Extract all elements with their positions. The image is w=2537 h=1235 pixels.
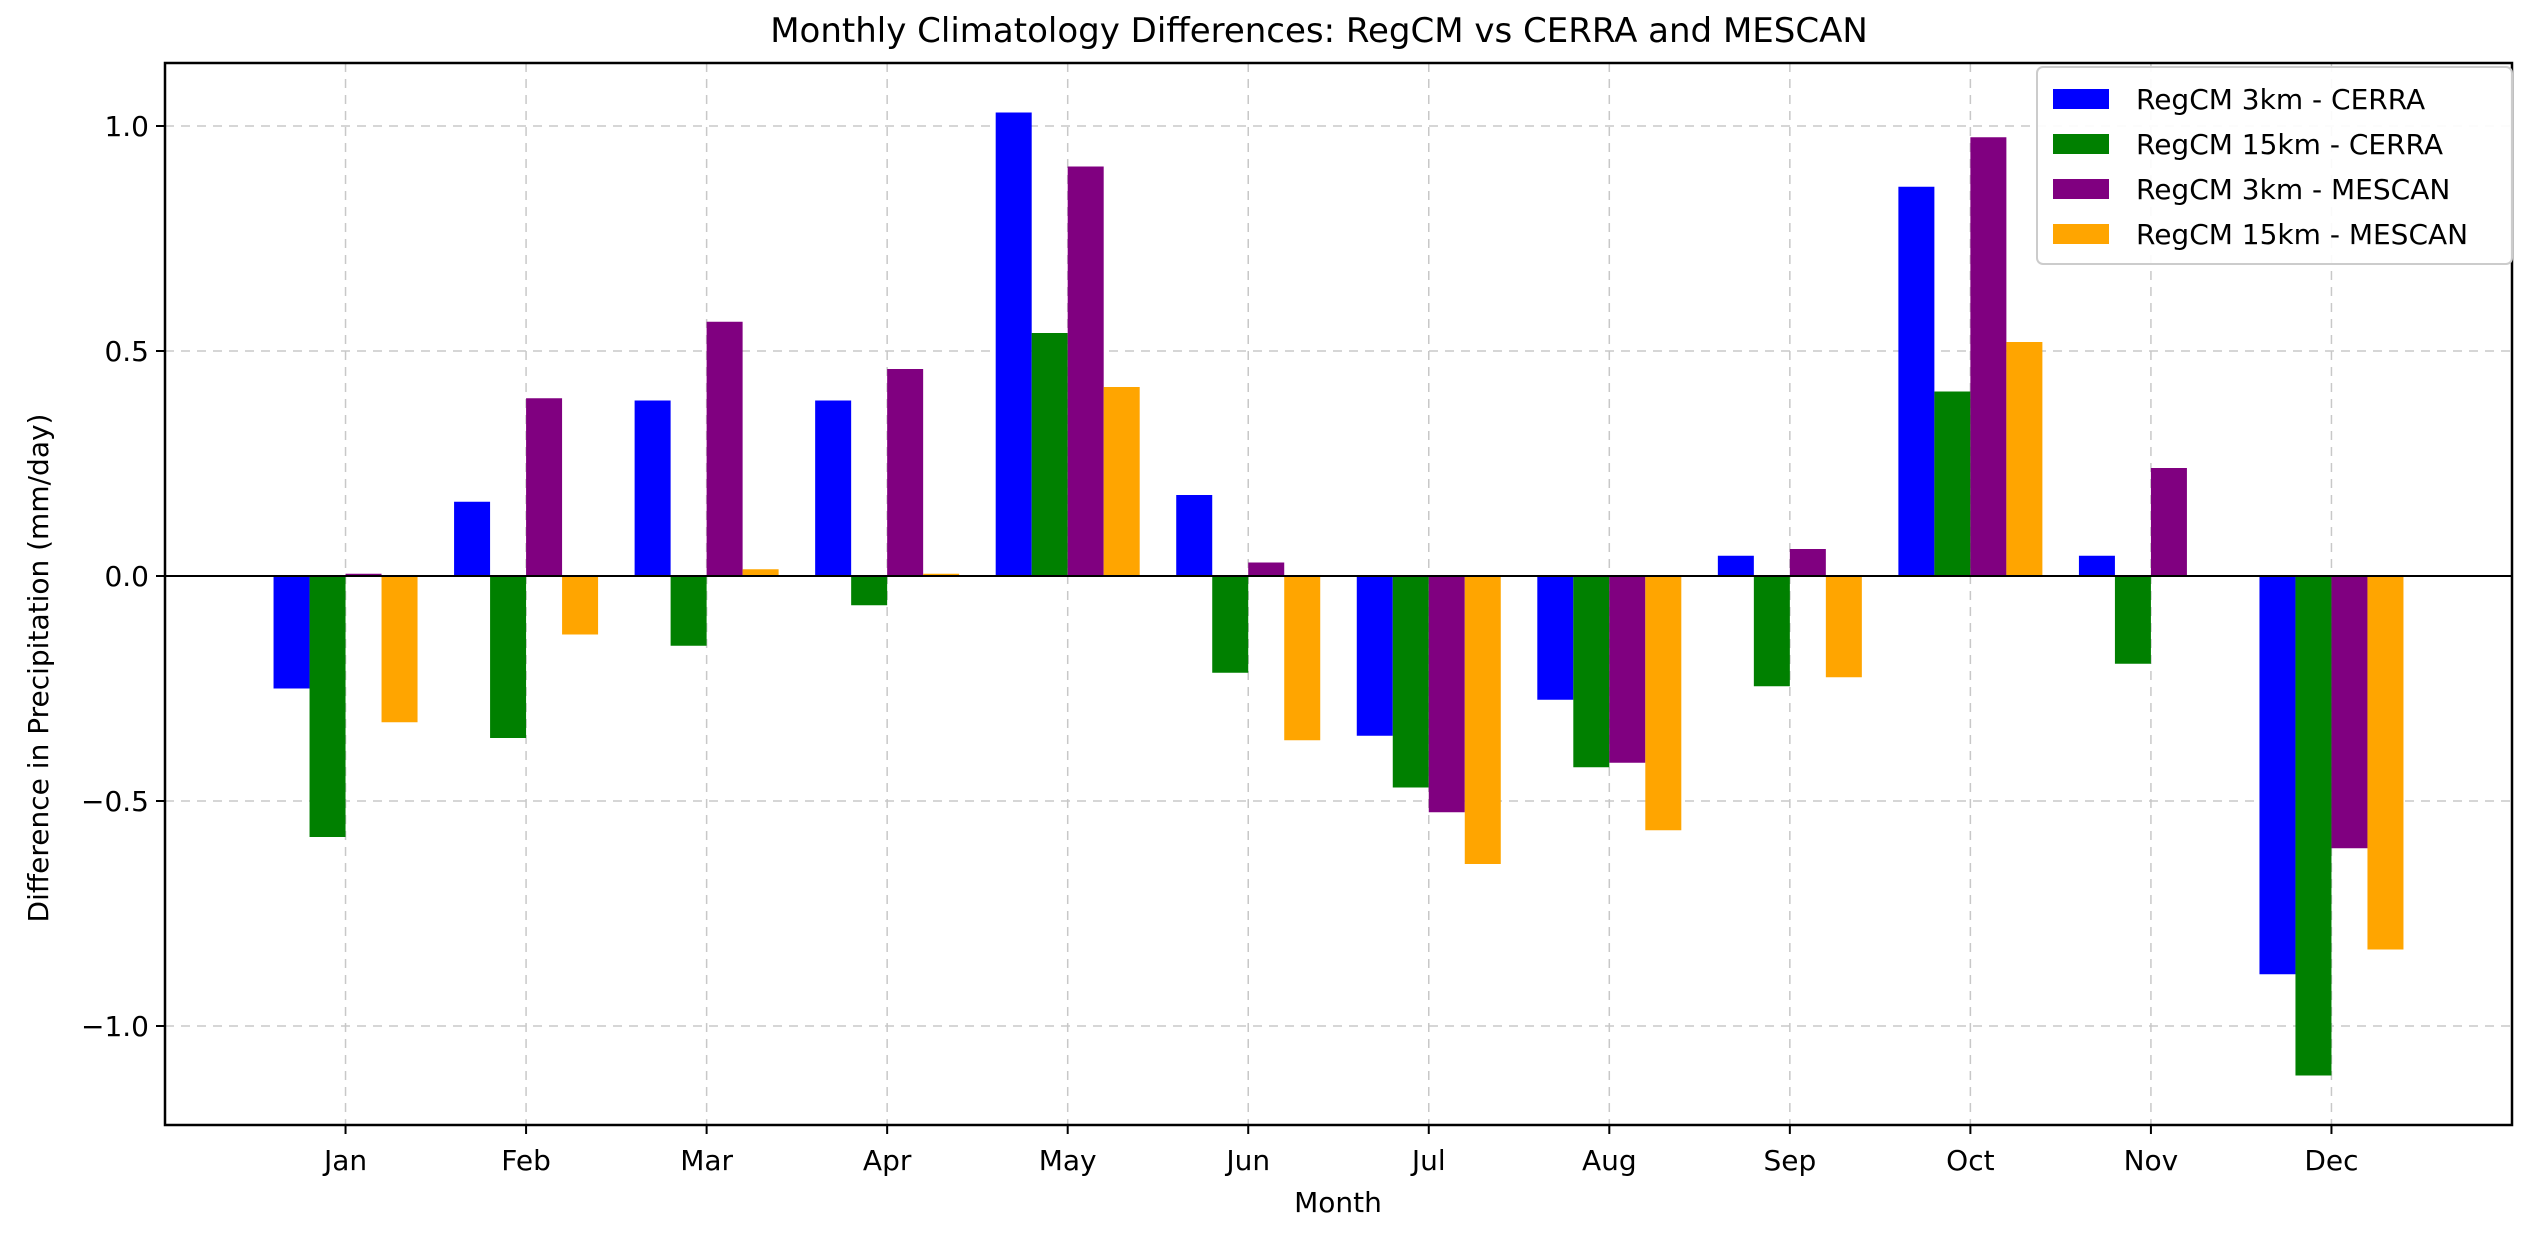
bars-layer bbox=[273, 112, 2404, 1076]
bar bbox=[1031, 333, 1068, 576]
ticks-layer: −1.0 −0.5 0.0 0.5 1.0 Jan Feb Mar Apr May Jun Jul Au… bbox=[81, 110, 2359, 1177]
y-tick-label: 1.0 bbox=[104, 110, 149, 143]
x-tick-label: Jul bbox=[1410, 1144, 1446, 1177]
x-tick-label: Jan bbox=[322, 1144, 367, 1177]
y-tick-label: 0.5 bbox=[104, 335, 149, 368]
bar bbox=[1537, 576, 1574, 700]
legend-swatch bbox=[2053, 134, 2109, 154]
bar bbox=[1356, 576, 1393, 736]
bar bbox=[1970, 137, 2007, 576]
x-tick-label: Oct bbox=[1946, 1144, 1994, 1177]
legend-label: RegCM 3km - CERRA bbox=[2136, 83, 2425, 116]
bar bbox=[1898, 186, 1935, 576]
bar bbox=[706, 321, 743, 576]
bar bbox=[490, 576, 527, 738]
x-tick-label: Feb bbox=[501, 1144, 551, 1177]
bar bbox=[273, 576, 310, 689]
bar bbox=[2367, 576, 2404, 950]
bar bbox=[526, 398, 563, 576]
bar bbox=[2114, 576, 2151, 664]
bar bbox=[2078, 555, 2115, 576]
bar bbox=[1428, 576, 1465, 813]
bar bbox=[1212, 576, 1249, 673]
bar bbox=[815, 400, 852, 576]
x-tick-label: May bbox=[1039, 1144, 1097, 1177]
bar bbox=[1934, 391, 1971, 576]
bar bbox=[1825, 576, 1862, 678]
bar bbox=[2295, 576, 2332, 1076]
chart-title: Monthly Climatology Differences: RegCM v… bbox=[770, 11, 1868, 51]
bar bbox=[887, 369, 924, 576]
x-tick-label: Aug bbox=[1582, 1144, 1637, 1177]
legend-swatch bbox=[2053, 224, 2109, 244]
bar bbox=[742, 569, 779, 576]
bar bbox=[995, 112, 1032, 576]
x-tick-label: Nov bbox=[2124, 1144, 2179, 1177]
y-axis-title: Difference in Precipitation (mm/day) bbox=[22, 414, 55, 923]
bar bbox=[454, 501, 491, 576]
bar bbox=[1789, 549, 1826, 576]
bar bbox=[851, 576, 888, 606]
legend-label: RegCM 15km - CERRA bbox=[2136, 128, 2443, 161]
y-tick-label: −0.5 bbox=[81, 785, 149, 818]
legend-swatch bbox=[2053, 179, 2109, 199]
bar bbox=[923, 573, 960, 576]
bar bbox=[1609, 576, 1646, 763]
legend-label: RegCM 3km - MESCAN bbox=[2136, 173, 2450, 206]
plot-frame bbox=[163, 61, 2514, 1127]
legend-frame bbox=[2036, 66, 2513, 265]
bar bbox=[1717, 555, 1754, 576]
bar bbox=[1573, 576, 1610, 768]
bar bbox=[1067, 166, 1104, 576]
bar bbox=[2150, 468, 2187, 576]
y-tick-label: 0.0 bbox=[104, 560, 149, 593]
bar bbox=[1645, 576, 1682, 831]
bar bbox=[2259, 576, 2296, 975]
x-tick-label: Dec bbox=[2304, 1144, 2358, 1177]
bar bbox=[2331, 576, 2368, 849]
bar bbox=[1103, 387, 1140, 576]
x-tick-label: Jun bbox=[1224, 1144, 1270, 1177]
y-tick-label: −1.0 bbox=[81, 1010, 149, 1043]
bar bbox=[1176, 495, 1213, 576]
bar bbox=[1248, 562, 1285, 576]
bar bbox=[2006, 342, 2043, 576]
bar bbox=[1464, 576, 1501, 864]
legend-label: RegCM 15km - MESCAN bbox=[2136, 218, 2468, 251]
x-tick-label: Sep bbox=[1763, 1144, 1816, 1177]
bar bbox=[1753, 576, 1790, 687]
x-tick-label: Mar bbox=[680, 1144, 733, 1177]
bar bbox=[1392, 576, 1429, 788]
bar bbox=[1284, 576, 1321, 741]
bar bbox=[634, 400, 671, 576]
bar bbox=[670, 576, 707, 646]
bar bbox=[381, 576, 418, 723]
x-tick-label: Apr bbox=[863, 1144, 912, 1177]
legend: RegCM 3km - CERRA RegCM 15km - CERRA Reg… bbox=[2036, 66, 2513, 265]
bar bbox=[309, 576, 346, 837]
bar bbox=[562, 576, 599, 635]
x-axis-title: Month bbox=[1294, 1186, 1382, 1219]
bar bbox=[345, 573, 382, 576]
legend-swatch bbox=[2053, 89, 2109, 109]
